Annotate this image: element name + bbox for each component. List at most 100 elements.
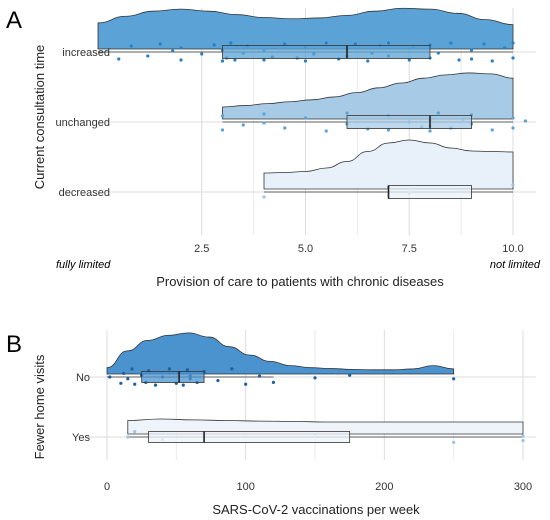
panel-a-point-increased-4 <box>179 58 183 62</box>
panel-b-point-no-27 <box>452 377 456 381</box>
panel-a-point-unchanged-6 <box>324 129 328 133</box>
panel-a-ytick-unchanged: unchanged <box>56 117 110 129</box>
panel-a-point-unchanged-4 <box>283 126 287 130</box>
panel-a-point-increased-28 <box>366 59 370 63</box>
panel-a-point-increased-15 <box>262 58 266 62</box>
panel-a-point-increased-11 <box>229 41 233 45</box>
panel-a-point-unchanged-0 <box>220 128 225 132</box>
panel-a-point-unchanged-2 <box>241 123 245 127</box>
panel-a-point-increased-36 <box>436 51 440 55</box>
panel-b-point-no-22 <box>244 382 248 386</box>
panel-b-point-no-3 <box>126 377 130 381</box>
panel-a-point-unchanged-23 <box>523 119 528 123</box>
panel-a-point-unchanged-3 <box>262 112 266 116</box>
panel-a-point-unchanged-16 <box>436 111 440 115</box>
panel-a-point-increased-1 <box>129 44 133 48</box>
panel-b-series-no <box>106 332 456 387</box>
panel-b-point-no-1 <box>119 381 123 385</box>
panel-a-xtick-2: 7.5 <box>402 243 417 255</box>
panel-b-point-yes-7 <box>521 439 525 443</box>
panel-a-y-axis-title: Current consultation time <box>32 45 47 190</box>
panel-b-xtick-3: 300 <box>514 481 532 493</box>
panel-b: B No Yes 0 100 200 300 SARS-CoV-2 vaccinations… <box>6 330 536 517</box>
panel-a-density-unchanged <box>222 72 514 120</box>
panel-a-point-increased-2 <box>146 54 150 58</box>
panel-b-point-no-23 <box>257 374 262 378</box>
panel-a-ytick-decreased: decreased <box>59 187 110 199</box>
panel-a-point-increased-5 <box>179 46 183 50</box>
panel-a-box-unchanged <box>346 115 472 129</box>
panel-b-point-yes-6 <box>521 434 525 438</box>
panel-a-point-increased-39 <box>469 48 474 52</box>
panel-a-point-decreased-0 <box>262 195 266 199</box>
panel-a-point-increased-6 <box>200 52 204 56</box>
panel-a-point-increased-3 <box>158 42 162 46</box>
panel-a-point-increased-45 <box>511 41 515 45</box>
panel-a-point-decreased-3 <box>511 183 515 187</box>
panel-b-point-yes-1 <box>133 430 137 434</box>
panel-b-box-no <box>141 371 205 383</box>
panel-a-xtick-1: 5.0 <box>298 243 313 255</box>
panel-a-point-increased-8 <box>220 59 225 63</box>
panel-b-box-yes <box>148 431 351 443</box>
panel-a-point-increased-43 <box>503 46 507 50</box>
panel-a-point-unchanged-7 <box>345 111 349 115</box>
panel-b-point-no-4 <box>130 367 134 371</box>
panel-a-point-increased-27 <box>353 42 357 46</box>
panel-a-point-unchanged-22 <box>511 126 515 130</box>
panel-a-series-increased <box>97 7 515 63</box>
panel-a-point-increased-44 <box>511 56 515 60</box>
panel-a-point-increased-37 <box>449 41 453 45</box>
panel-b-point-no-5 <box>133 382 137 386</box>
panel-b-point-no-20 <box>216 379 220 383</box>
panel-b-point-no-2 <box>122 371 126 375</box>
panel-a-point-increased-38 <box>457 58 461 62</box>
panel-a-point-increased-23 <box>324 41 328 45</box>
panel-a-point-increased-18 <box>283 42 287 46</box>
panel-b-xtick-0: 0 <box>104 481 110 493</box>
panel-b-point-no-9 <box>153 383 158 387</box>
panel-a-xtick-3: 10.0 <box>502 243 523 255</box>
panel-b-point-no-21 <box>230 367 234 371</box>
panel-a-series-unchanged <box>220 72 528 133</box>
panel-b-ytick-yes: Yes <box>72 432 90 444</box>
panel-b-x-axis-title: SARS-CoV-2 vaccinations per week <box>212 502 420 517</box>
panel-b-point-no-24 <box>271 380 275 384</box>
panel-b-ytick-no: No <box>76 372 90 384</box>
panel-b-density-yes <box>127 418 524 435</box>
panel-a-point-increased-46 <box>171 49 175 53</box>
panel-a: A increased unchanged decreased 2.5 5.0 7.5 10… <box>6 7 541 289</box>
panel-a-ytick-increased: increased <box>62 47 110 59</box>
panel-a-box-increased <box>222 45 431 59</box>
panel-b-point-no-11 <box>167 367 171 371</box>
panel-a-density-decreased <box>263 139 514 190</box>
panel-a-series-decreased <box>262 139 515 199</box>
panel-a-letter: A <box>6 7 22 34</box>
panel-a-point-increased-31 <box>386 41 391 45</box>
panel-a-point-unchanged-20 <box>490 128 494 132</box>
panel-a-point-unchanged-1 <box>220 114 225 118</box>
panel-b-point-no-14 <box>181 383 185 387</box>
panel-b-point-no-26 <box>348 373 352 377</box>
panel-b-letter: B <box>6 331 22 358</box>
panel-a-corner-right: not limited <box>490 259 541 271</box>
panel-a-point-increased-41 <box>482 42 486 46</box>
panel-b-point-no-25 <box>313 376 317 380</box>
panel-b-xtick-1: 100 <box>236 481 254 493</box>
panel-b-point-no-15 <box>185 368 190 372</box>
panel-a-point-increased-20 <box>303 59 308 63</box>
panel-b-y-axis-title: Fewer home visits <box>32 354 47 459</box>
panel-b-point-yes-5 <box>452 440 456 444</box>
panel-a-point-increased-42 <box>490 59 494 63</box>
panel-a-box-decreased <box>388 185 472 199</box>
panel-a-point-increased-32 <box>407 58 411 62</box>
panel-b-point-no-0 <box>108 375 112 379</box>
panel-a-x-axis-title: Provision of care to patients with chron… <box>156 274 444 289</box>
panel-a-point-increased-0 <box>117 57 121 61</box>
panel-a-point-increased-40 <box>469 57 474 61</box>
panel-a-point-unchanged-5 <box>303 116 308 120</box>
panel-a-point-unchanged-21 <box>511 116 515 120</box>
panel-a-point-increased-12 <box>233 58 237 62</box>
panel-a-point-unchanged-24 <box>262 121 266 125</box>
